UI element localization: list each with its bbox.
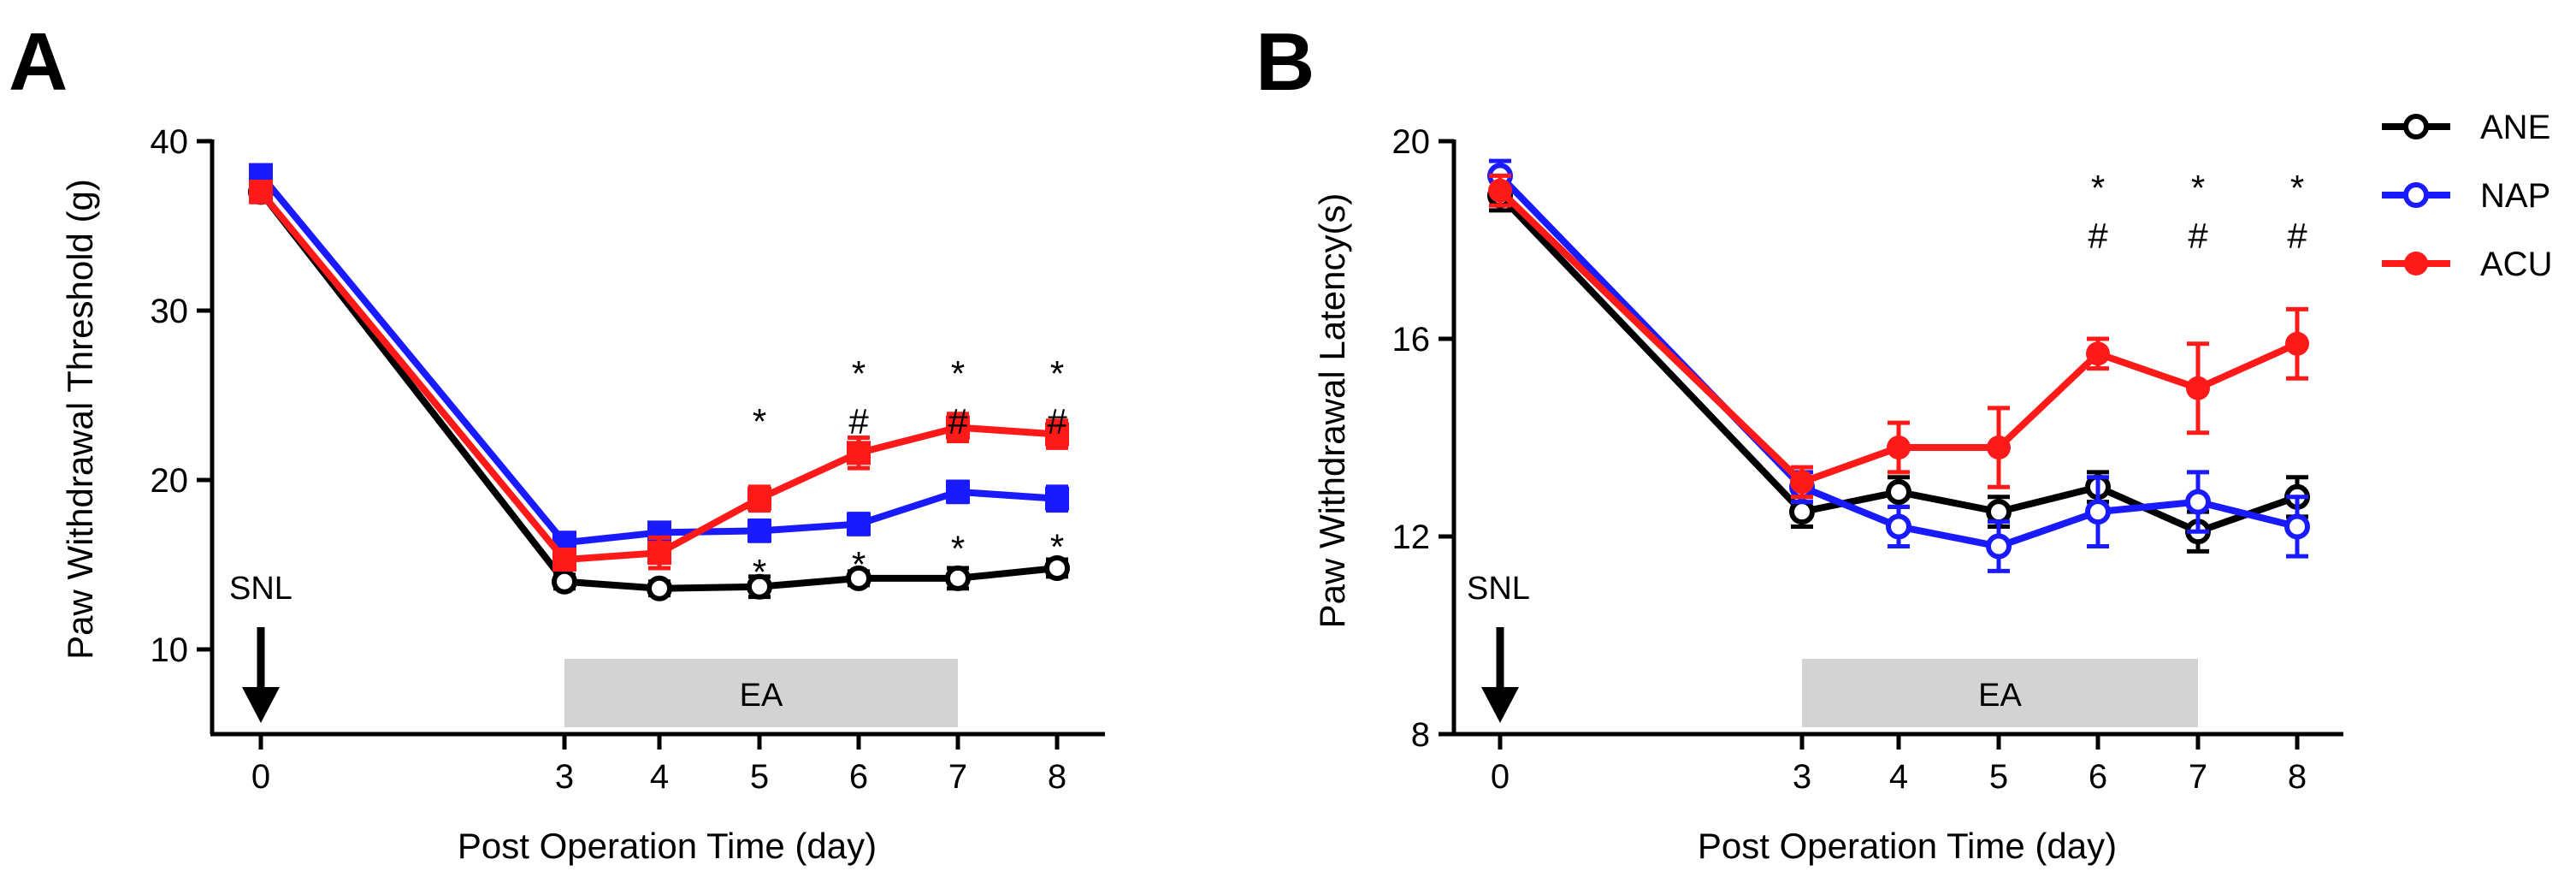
panel-a-acu-point bbox=[747, 486, 771, 511]
panel-b-snl-label: SNL bbox=[1467, 571, 1530, 607]
panel-b-acu-point bbox=[1790, 470, 1814, 495]
panel-a-significance-marker: * bbox=[753, 401, 766, 441]
panel-b-letter: B bbox=[1256, 16, 1315, 108]
panel-b-acu-point bbox=[2285, 331, 2309, 356]
panel-b-y-tick-label: 8 bbox=[1411, 716, 1430, 754]
legend-nap-marker bbox=[2403, 182, 2429, 208]
panel-a-significance-marker: # bbox=[1047, 401, 1067, 441]
legend-ane-label: ANE bbox=[2480, 109, 2550, 146]
panel-a-y-tick-label: 40 bbox=[151, 123, 189, 161]
panel-b-ane-point bbox=[1789, 499, 1815, 525]
panel-a-acu-point bbox=[946, 415, 970, 440]
panel-a-acu-point bbox=[647, 541, 671, 566]
panel-b-x-tick-label: 7 bbox=[2189, 758, 2207, 796]
panel-b-y-tick-label: 16 bbox=[1392, 321, 1431, 359]
panel-b-nap-point bbox=[1886, 513, 1911, 540]
panel-a-x-tick-label: 0 bbox=[251, 758, 270, 796]
panel-a-acu-point bbox=[847, 441, 871, 465]
panel-b-x-tick-label: 4 bbox=[1889, 758, 1908, 796]
legend-acu-marker bbox=[2404, 252, 2428, 276]
panel-b-ea-bar bbox=[1802, 659, 2198, 727]
panel-a-x-tick-label: 7 bbox=[948, 758, 967, 796]
panel-b-x-tick-label: 8 bbox=[2288, 758, 2307, 796]
panel-a-ea-label: EA bbox=[740, 678, 783, 714]
panel-a-ane-point bbox=[1044, 554, 1070, 581]
panel-b-ane-point bbox=[1886, 479, 1911, 506]
legend-ane-marker bbox=[2403, 114, 2429, 139]
panel-a-acu-point bbox=[249, 180, 273, 204]
panel-b-significance-marker: # bbox=[2287, 216, 2307, 256]
panel-a-x-tick-label: 3 bbox=[555, 758, 574, 796]
panel-b-significance-marker: # bbox=[2188, 216, 2208, 256]
panel-a-x-tick-label: 5 bbox=[750, 758, 769, 796]
panel-b-x-tick-label: 3 bbox=[1793, 758, 1811, 796]
panel-a-ane-point bbox=[747, 573, 772, 600]
panel-b-significance-marker: * bbox=[2290, 168, 2304, 208]
panel-b-x-tick-label: 5 bbox=[1989, 758, 2008, 796]
panel-b-y-axis-label: Paw Withdrawal Latency(s) bbox=[1312, 193, 1352, 629]
panel-b-significance-marker: * bbox=[2191, 168, 2205, 208]
panel-a-snl-label: SNL bbox=[229, 571, 292, 607]
panel-b-snl-arrowhead bbox=[1481, 687, 1519, 723]
panel-a-nap-significance-marker: * bbox=[951, 528, 965, 568]
panel-a-significance-marker: # bbox=[948, 401, 968, 441]
panel-a-x-tick-label: 8 bbox=[1048, 758, 1066, 796]
panel-a-nap-significance-marker: * bbox=[852, 544, 866, 584]
panel-a-nap-line bbox=[257, 173, 1058, 547]
panel-b-ane-point bbox=[1986, 499, 2012, 525]
panel-b-nap-point bbox=[2284, 513, 2310, 540]
panel-b-x-axis-label: Post Operation Time (day) bbox=[1698, 826, 2117, 866]
panel-b-y-tick-label: 12 bbox=[1392, 518, 1431, 556]
panel-a-y-tick-label: 20 bbox=[151, 462, 189, 500]
panel-b-x-tick-label: 6 bbox=[2089, 758, 2107, 796]
legend-nap-label: NAP bbox=[2480, 177, 2550, 215]
panel-a-y-axis-label: Paw Withdrawal Threshold (g) bbox=[60, 179, 100, 660]
panel-b-nap-point bbox=[2185, 489, 2211, 515]
panel-a-acu-point bbox=[1045, 422, 1069, 447]
panel-a-ane-point bbox=[846, 565, 871, 591]
panel-a-snl-arrowhead bbox=[242, 687, 280, 723]
panel-a-x-axis-label: Post Operation Time (day) bbox=[458, 826, 877, 866]
panel-a-nap-significance-marker: * bbox=[1050, 526, 1064, 566]
panel-a-significance-marker: * bbox=[951, 353, 965, 394]
legend-acu-label: ACU bbox=[2480, 246, 2552, 283]
panel-b-nap-point bbox=[1986, 533, 2012, 560]
panel-a-nap-point bbox=[747, 518, 771, 543]
panel-b-acu-point bbox=[1887, 436, 1911, 460]
panel-a-nap-point bbox=[847, 512, 871, 536]
panel-a-significance-marker: * bbox=[1050, 353, 1064, 394]
panel-a-ane-point bbox=[945, 565, 971, 591]
panel-b-acu-point bbox=[2186, 376, 2210, 400]
panel-a-x-tick-label: 6 bbox=[849, 758, 868, 796]
panel-a-nap-significance-marker: * bbox=[753, 552, 766, 592]
panel-b-x-tick-label: 0 bbox=[1491, 758, 1510, 796]
panel-b-acu-point bbox=[2086, 341, 2110, 366]
panel-b-significance-marker: # bbox=[2088, 216, 2108, 256]
panel-a-ane-point bbox=[552, 568, 577, 595]
panel-a-ane-point bbox=[647, 575, 672, 601]
panel-b-y-tick-label: 20 bbox=[1392, 123, 1431, 161]
panel-a-significance-marker: # bbox=[848, 401, 869, 441]
panel-b-acu-point bbox=[1987, 436, 2011, 460]
panel-b-nap-point bbox=[2085, 499, 2111, 525]
panel-a-y-tick-label: 30 bbox=[151, 293, 189, 330]
panel-a-ea-bar bbox=[564, 659, 958, 727]
panel-a-nap-point bbox=[1045, 486, 1069, 511]
legend: ANE NAP ACU bbox=[2382, 109, 2552, 283]
panel-b-ea-label: EA bbox=[1978, 678, 2022, 714]
panel-a-x-tick-label: 4 bbox=[650, 758, 669, 796]
panel-b-chart: EA 8 12 16 20 0 3 4 5 6 7 8 Post Operation Time (day… bbox=[1312, 123, 2343, 866]
panel-a-acu-point bbox=[552, 548, 576, 572]
panel-a-nap-point bbox=[946, 479, 970, 504]
panel-a-letter: A bbox=[9, 16, 68, 108]
panel-a-y-tick-label: 10 bbox=[151, 631, 189, 669]
panel-a-significance-marker: * bbox=[852, 353, 866, 394]
panel-a-chart: EA 10 20 30 40 0 3 4 5 6 7 8 Post Operation Time (da… bbox=[60, 123, 1105, 866]
panel-b-acu-point bbox=[1488, 178, 1512, 203]
panel-a-acu-line bbox=[257, 189, 1058, 564]
panel-b-significance-marker: * bbox=[2091, 168, 2105, 208]
